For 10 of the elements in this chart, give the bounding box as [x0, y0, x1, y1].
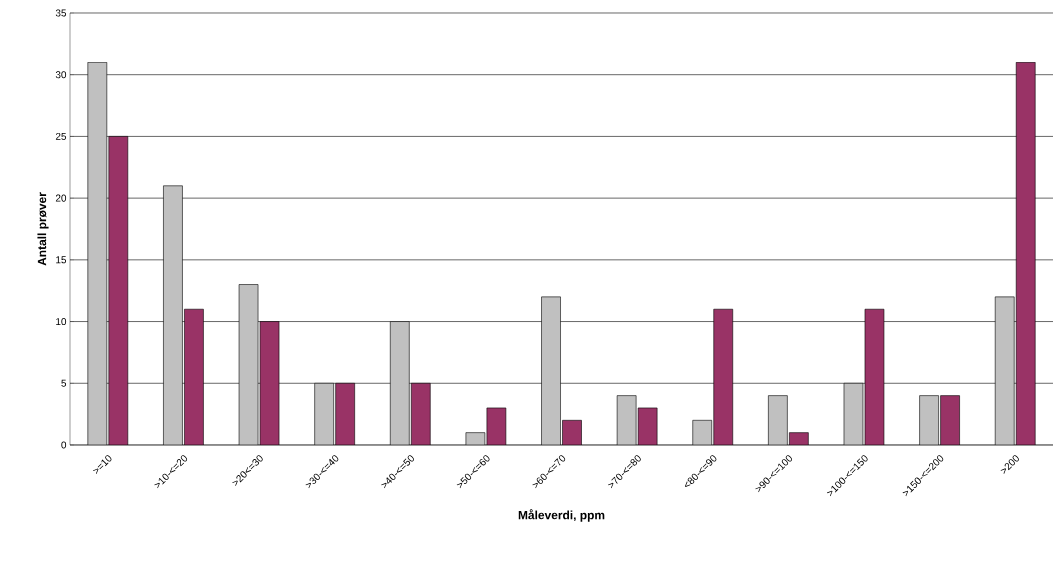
- x-axis-title: Måleverdi, ppm: [518, 509, 605, 522]
- y-tick-label: 15: [56, 256, 67, 264]
- y-tick-label: 5: [61, 379, 67, 387]
- y-tick-label: 20: [55, 194, 67, 202]
- y-tick-label: 35: [55, 9, 67, 17]
- y-axis-title: Antall prøver: [37, 192, 49, 266]
- y-tick-label: 30: [55, 71, 67, 79]
- y-tick-label: 25: [55, 132, 67, 140]
- y-tick-label: 10: [56, 318, 67, 326]
- y-tick-label: 0: [61, 441, 67, 449]
